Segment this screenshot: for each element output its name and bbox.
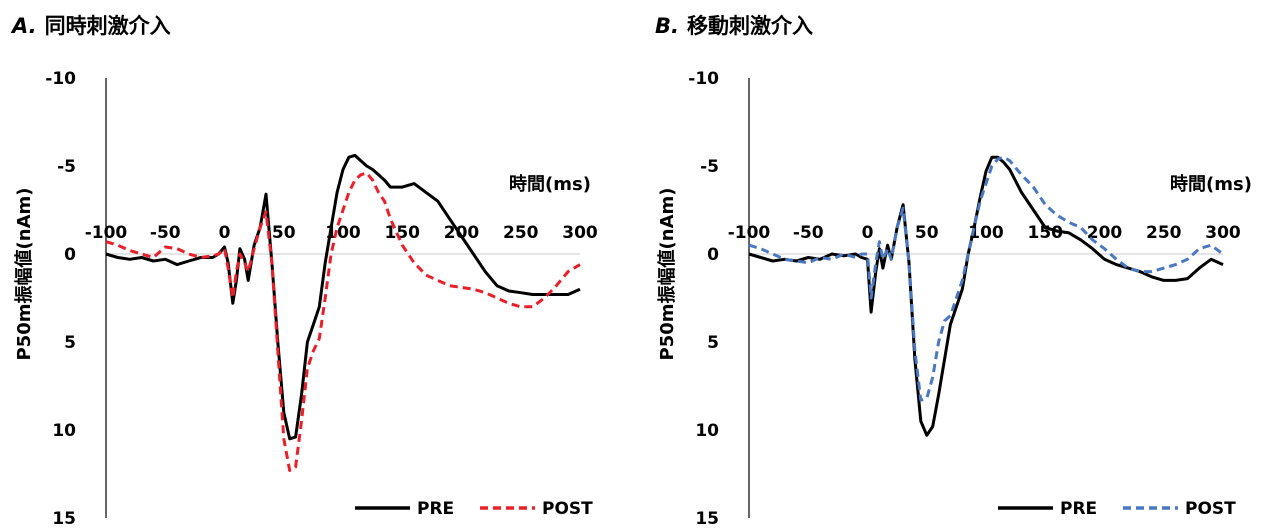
chart-panel-a: A. 同時刺激介入 -10 -5 0 5 10 15 -100 -50 0 50 100 150 200 2…	[0, 0, 640, 528]
y-tick-label: -10	[688, 69, 719, 89]
x-tick-label: 250	[1146, 223, 1182, 243]
x-tick-label: 300	[1205, 223, 1241, 243]
y-tick-label: 10	[52, 421, 76, 441]
series-line-pre	[105, 153, 581, 441]
panel-title-text-a: 同時刺激介入	[44, 14, 171, 38]
x-tick-label: 150	[385, 223, 421, 243]
y-tick-label: -5	[700, 157, 719, 177]
chart-panel-b: B. 移動刺激介入 -10 -5 0 5 10 15 -100 -50 0 50 100 150 200 2…	[643, 0, 1283, 528]
y-tick-label: 15	[52, 509, 76, 528]
x-axis-title: 時間(ms)	[1170, 174, 1252, 195]
chart-title-b: B. 移動刺激介入	[655, 10, 813, 40]
series-line-post	[748, 155, 1224, 402]
panel-letter-a: A.	[12, 14, 37, 38]
x-tick-label: 100	[968, 223, 1004, 243]
y-tick-label: 5	[64, 333, 76, 353]
legend-label-pre: PRE	[1060, 499, 1097, 519]
x-tick-label: -50	[150, 223, 181, 243]
y-tick-label: 10	[695, 421, 719, 441]
x-tick-label: -100	[728, 223, 771, 243]
y-axis-title: P50m振幅値(nAm)	[656, 188, 678, 361]
x-tick-label: 50	[915, 223, 939, 243]
x-tick-label: 0	[862, 223, 874, 243]
series-line-pre	[748, 155, 1224, 437]
y-tick-label: -5	[57, 157, 76, 177]
panel-letter-b: B.	[655, 14, 679, 38]
y-tick-label: 0	[64, 245, 76, 265]
x-axis-title: 時間(ms)	[509, 174, 591, 195]
x-tick-label: 300	[562, 223, 598, 243]
x-tick-label: 200	[1087, 223, 1123, 243]
x-tick-label: 0	[219, 223, 231, 243]
legend-label-post: POST	[1185, 499, 1236, 519]
series-line-post	[105, 171, 581, 472]
y-axis-title: P50m振幅値(nAm)	[13, 188, 35, 361]
x-tick-label: 50	[272, 223, 296, 243]
chart-title-a: A. 同時刺激介入	[12, 10, 171, 40]
y-tick-label: -10	[45, 69, 76, 89]
x-tick-label: -100	[85, 223, 128, 243]
x-tick-label: 100	[325, 223, 361, 243]
y-tick-label: 5	[707, 333, 719, 353]
y-tick-label: 0	[707, 245, 719, 265]
panel-title-text-b: 移動刺激介入	[686, 14, 813, 38]
x-tick-label: 250	[503, 223, 539, 243]
legend-label-post: POST	[542, 499, 593, 519]
x-tick-label: 200	[444, 223, 480, 243]
y-tick-label: 15	[695, 509, 719, 528]
legend-label-pre: PRE	[417, 499, 454, 519]
x-tick-label: 150	[1028, 223, 1064, 243]
x-tick-label: -50	[793, 223, 824, 243]
